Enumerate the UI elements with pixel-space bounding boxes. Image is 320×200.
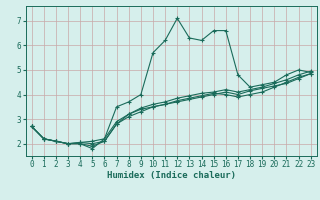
- X-axis label: Humidex (Indice chaleur): Humidex (Indice chaleur): [107, 171, 236, 180]
